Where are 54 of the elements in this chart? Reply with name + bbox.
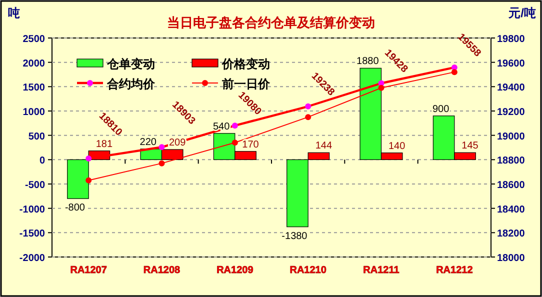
data-label: -800 bbox=[64, 202, 86, 214]
bar bbox=[67, 159, 89, 199]
y2-tick-label: 19000 bbox=[497, 131, 526, 142]
point bbox=[305, 103, 312, 110]
y-tick-label: -500 bbox=[24, 180, 46, 191]
data-label: -1380 bbox=[282, 230, 308, 242]
point bbox=[451, 69, 458, 76]
y-tick-label: -1500 bbox=[19, 228, 46, 240]
y2-tick-label: 18800 bbox=[497, 156, 526, 167]
point bbox=[158, 144, 165, 150]
y-tick-label: 0 bbox=[39, 156, 46, 167]
point bbox=[86, 177, 92, 184]
y2-tick-label: 19800 bbox=[497, 34, 526, 45]
point bbox=[232, 122, 238, 129]
y2-tick-label: 19200 bbox=[497, 107, 526, 118]
y-tick-label: 2000 bbox=[22, 58, 46, 70]
legend-label: 合约均价 bbox=[106, 77, 156, 91]
x-tick-label: RA1210 bbox=[290, 265, 327, 276]
y-tick-label: 2500 bbox=[22, 34, 46, 45]
y-tick-label: 1500 bbox=[22, 82, 46, 94]
y-axis-title: 吨 bbox=[8, 6, 20, 20]
data-label: 140 bbox=[388, 140, 406, 152]
y-tick-label: -1000 bbox=[19, 204, 46, 216]
y2-tick-label: 18000 bbox=[497, 253, 526, 264]
y-tick-label: -2000 bbox=[19, 253, 46, 264]
data-label: 1880 bbox=[356, 56, 380, 68]
y-tick-label: 500 bbox=[28, 131, 46, 142]
y2-tick-label: 18600 bbox=[497, 180, 526, 191]
data-label: 181 bbox=[96, 138, 113, 150]
point bbox=[378, 84, 384, 91]
data-label: 170 bbox=[242, 139, 260, 150]
y-tick-label: 1000 bbox=[22, 107, 46, 118]
x-tick-label: RA1212 bbox=[436, 265, 474, 276]
point bbox=[158, 160, 165, 166]
data-label: 145 bbox=[462, 140, 479, 152]
data-label: 144 bbox=[315, 140, 332, 152]
chart-title: 当日电子盘各合约仓单及结算价变动 bbox=[167, 15, 375, 30]
point bbox=[305, 114, 312, 120]
data-label: 900 bbox=[432, 104, 450, 115]
legend-label: 前一日价 bbox=[221, 77, 271, 91]
y2-tick-label: 18200 bbox=[497, 228, 526, 240]
legend-label: 仓单变动 bbox=[106, 57, 155, 71]
y2-tick-label: 19400 bbox=[497, 82, 526, 94]
x-tick-label: RA1209 bbox=[216, 265, 254, 276]
legend-label: 价格变动 bbox=[221, 57, 270, 71]
y2-tick-label: 18400 bbox=[497, 204, 526, 216]
data-label: 220 bbox=[140, 136, 157, 148]
x-tick-label: RA1208 bbox=[143, 265, 181, 276]
x-tick-label: RA1211 bbox=[363, 265, 400, 276]
point bbox=[232, 140, 238, 146]
x-tick-label: RA1207 bbox=[70, 265, 108, 276]
point bbox=[86, 155, 92, 162]
y2-tick-label: 19600 bbox=[497, 58, 526, 70]
y2-axis-title: 元/吨 bbox=[508, 6, 536, 20]
